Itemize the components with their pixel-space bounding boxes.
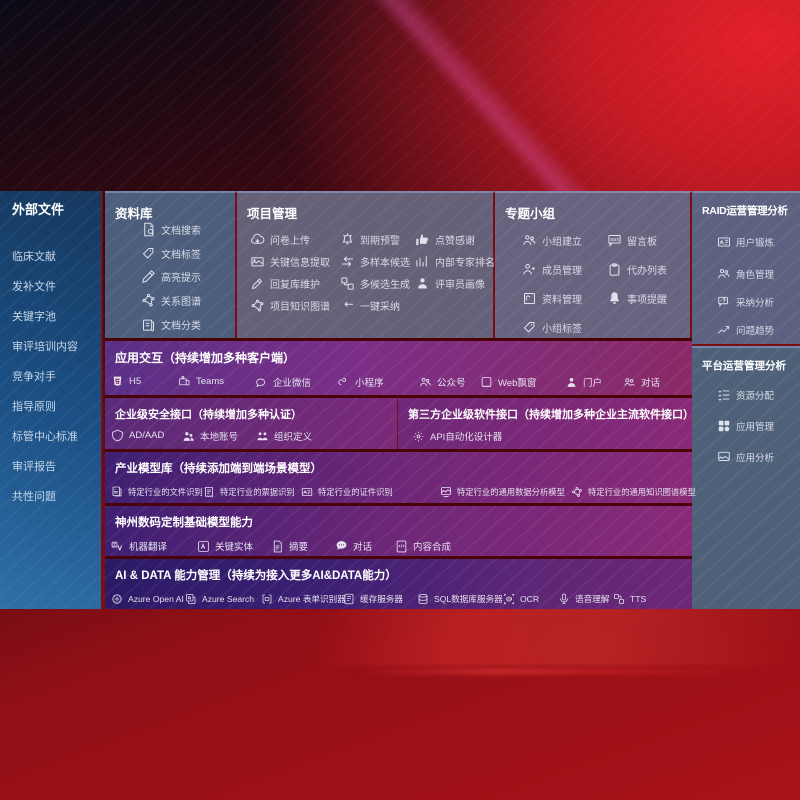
svg-text:BBS: BBS <box>610 237 619 242</box>
svg-text:OCR: OCR <box>507 598 513 601</box>
